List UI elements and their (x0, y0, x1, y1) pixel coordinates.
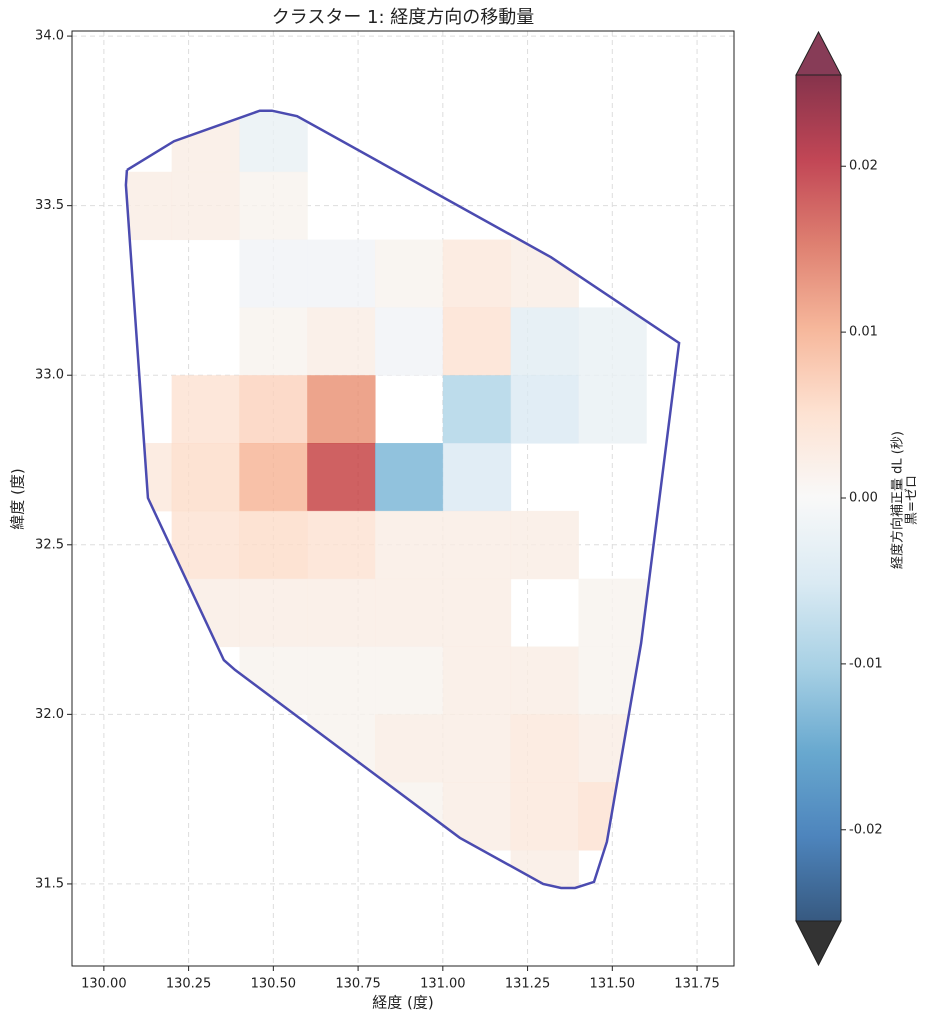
x-tick-label: 130.50 (251, 977, 297, 992)
x-axis-label: 経度 (度) (372, 994, 433, 1012)
heat-cell (307, 307, 376, 376)
heat-cell (307, 646, 376, 715)
x-tick-label: 130.00 (81, 977, 127, 992)
y-tick-label: 34.0 (35, 29, 64, 44)
y-tick-label: 33.0 (35, 368, 64, 383)
y-tick-label: 31.5 (35, 876, 64, 891)
colorbar-extend-min (795, 920, 842, 967)
heat-cell (578, 714, 647, 783)
x-tick-label: 131.50 (590, 977, 636, 992)
heat-cell (307, 375, 376, 444)
colorbar-extend-max (795, 30, 842, 76)
heat-cell (375, 239, 444, 308)
heat-cell (442, 714, 512, 783)
heat-cell (307, 443, 376, 512)
y-axis-label: 緯度 (度) (9, 468, 27, 529)
heat-cell (307, 510, 376, 580)
heat-cell (510, 646, 579, 715)
x-tick-label: 130.25 (166, 977, 212, 992)
heat-cell (125, 443, 173, 512)
y-tick-label: 32.5 (35, 537, 64, 552)
colorbar-label: 黒=ゼロ (905, 475, 920, 525)
heat-cell (442, 578, 512, 648)
heat-cell (375, 443, 444, 512)
heat-cell (510, 782, 579, 851)
heat-cell (510, 714, 579, 783)
x-tick-label: 131.75 (674, 977, 720, 992)
heat-cell (442, 646, 512, 715)
colorbar-gradient (796, 75, 841, 921)
heat-cell (442, 375, 512, 444)
heat-cell (375, 714, 444, 783)
colorbar-tick-label: 0.01 (849, 325, 878, 340)
heat-cell (171, 578, 240, 648)
heat-cell (375, 578, 444, 648)
heat-cell (239, 171, 308, 241)
heat-cell (171, 510, 240, 580)
heat-cell (578, 646, 647, 715)
colorbar-tick-label: -0.01 (849, 656, 883, 671)
colorbar-tick-label: 0.02 (849, 159, 878, 174)
heat-cell (375, 510, 444, 580)
colorbar: -0.02 -0.01 0.00 0.01 0.02 (795, 30, 883, 967)
colorbar-tick-label: 0.00 (849, 491, 878, 506)
x-tick-label: 131.00 (420, 977, 466, 992)
heat-cell (307, 578, 376, 648)
heat-cell (578, 307, 647, 376)
y-tick-label: 33.5 (35, 198, 64, 213)
y-tick-label: 32.0 (35, 707, 64, 722)
heat-cell (510, 510, 579, 580)
heat-cell (510, 239, 579, 308)
heat-cell (239, 307, 308, 376)
heat-cell (239, 578, 308, 648)
heat-cell (239, 110, 308, 173)
x-tick-label: 130.75 (335, 977, 381, 992)
plot-area (72, 31, 734, 966)
heat-cell (171, 375, 240, 444)
colorbar-tick-label: -0.02 (849, 822, 883, 837)
heat-cell (442, 782, 512, 851)
boundary (124, 109, 681, 890)
heat-cell (442, 510, 512, 580)
heat-cell (578, 578, 647, 648)
heat-cell (578, 375, 647, 444)
heat-cell (510, 375, 579, 444)
x-tick-label: 131.25 (505, 977, 551, 992)
heat-cell (375, 307, 444, 376)
field (125, 110, 647, 888)
heat-cell (307, 239, 376, 308)
heat-cell (171, 443, 240, 512)
heat-cell (239, 510, 308, 580)
heat-cell (239, 239, 308, 308)
heat-cell (125, 171, 173, 241)
heat-cell (442, 443, 512, 512)
heat-cell (375, 646, 444, 715)
heat-cell (239, 375, 308, 444)
heat-cell (171, 171, 240, 241)
heat-cell (239, 443, 308, 512)
heat-cell (442, 307, 512, 376)
chart-title: クラスター 1: 経度方向の移動量 (272, 7, 535, 28)
heat-cell (510, 307, 579, 376)
heat-cell (442, 239, 512, 308)
axes-frame (71, 30, 735, 967)
colorbar-label: 経度方向補正量 dL (秒) (890, 431, 906, 569)
